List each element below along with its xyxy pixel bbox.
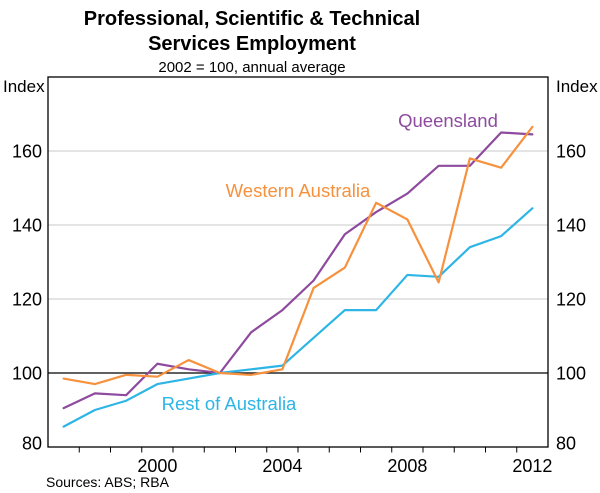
x-axis-label-2012: 2012 [512,456,552,476]
y-tick-label-right-100: 100 [556,363,586,383]
y-tick-label-left-100: 100 [12,363,42,383]
y-tick-label-right-160: 160 [556,141,586,161]
chart-title-line2: Services Employment [148,33,356,55]
x-axis-label-2004: 2004 [262,456,302,476]
x-axis-label-2000: 2000 [137,456,177,476]
sources-note: Sources: ABS; RBA [46,474,170,490]
series-label-rest-of-australia: Rest of Australia [162,393,297,414]
y-tick-label-left-120: 120 [12,289,42,309]
y-tick-label-left-80: 80 [22,433,42,453]
y-axis-unit-label-left: Index [3,77,45,96]
chart-title-line1: Professional, Scientific & Technical [84,8,420,30]
y-tick-label-left-140: 140 [12,215,42,235]
series-line-western-australia [62,125,534,386]
chart-subtitle: 2002 = 100, annual average [158,59,345,76]
y-tick-label-right-120: 120 [556,289,586,309]
plot-area: 80 80 100 100 120 120 140 140 160 160 2000 2004 2008… [12,76,586,476]
y-tick-label-right-80: 80 [556,433,576,453]
series-label-western-australia: Western Australia [226,180,371,201]
series-line-rest-of-australia [62,207,534,428]
plot-border [47,76,549,448]
y-tick-label-right-140: 140 [556,215,586,235]
x-axis-label-2008: 2008 [387,456,427,476]
y-tick-label-left-160: 160 [12,141,42,161]
y-axis-unit-label-right: Index [556,77,598,96]
series-line-queensland [62,131,534,410]
series-label-queensland: Queensland [398,110,498,131]
